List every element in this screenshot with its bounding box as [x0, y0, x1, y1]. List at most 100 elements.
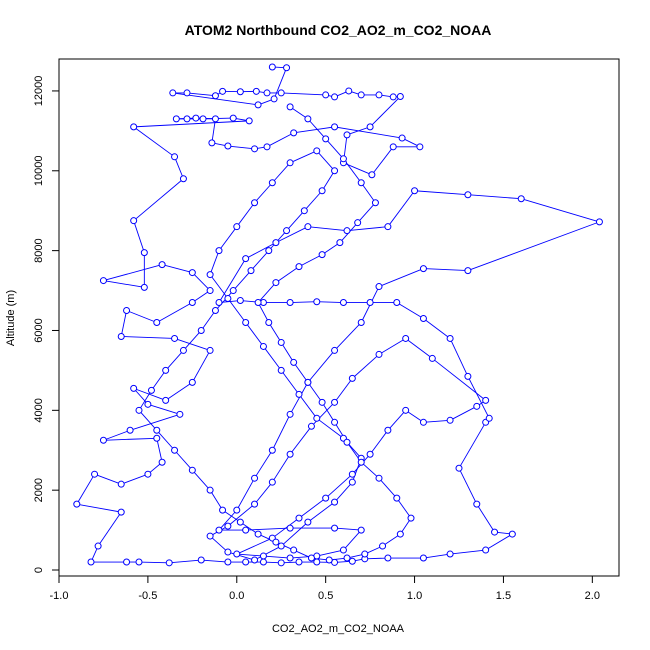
data-point: [130, 123, 138, 131]
series-segment: [191, 350, 211, 383]
data-point: [268, 179, 276, 187]
data-point: [188, 269, 196, 277]
data-point: [313, 147, 321, 155]
series-segment: [450, 549, 486, 555]
series-segment: [133, 220, 145, 253]
series-segment: [271, 162, 291, 184]
data-point: [464, 191, 472, 199]
series-segment: [272, 517, 300, 539]
series-segment: [147, 403, 181, 415]
data-point: [206, 271, 214, 279]
data-point: [140, 249, 148, 257]
data-point: [313, 414, 321, 422]
series-segment: [236, 537, 273, 555]
data-point: [343, 438, 351, 446]
data-point: [277, 559, 285, 567]
data-point: [455, 464, 463, 472]
x-tick-label: -1.0: [50, 590, 69, 602]
data-point: [402, 334, 410, 342]
series-segment: [290, 301, 317, 303]
data-point: [389, 143, 397, 151]
data-point: [482, 396, 490, 404]
data-point: [366, 123, 374, 131]
series-segment: [263, 346, 282, 371]
data-point: [379, 542, 387, 550]
series-segment: [227, 551, 255, 561]
data-point: [295, 263, 303, 271]
data-point: [322, 494, 330, 502]
series-segment: [245, 322, 264, 347]
data-point: [304, 518, 312, 526]
data-point: [331, 498, 339, 506]
data-point: [277, 89, 285, 97]
data-point: [252, 87, 260, 95]
series-segment: [423, 419, 451, 423]
x-tick-label: 1.5: [496, 590, 511, 602]
series-segment: [289, 426, 312, 455]
data-point: [268, 478, 276, 486]
data-point: [331, 398, 339, 406]
data-point: [419, 265, 427, 273]
data-point: [158, 261, 166, 269]
data-point: [263, 89, 271, 97]
series-segment: [222, 509, 241, 523]
series-segment: [281, 92, 326, 96]
series-segment: [343, 529, 362, 551]
data-point: [188, 466, 196, 474]
data-point: [446, 416, 454, 424]
series-segment: [307, 118, 327, 140]
series-segment: [449, 405, 477, 421]
series-segment: [387, 190, 415, 227]
data-point: [215, 247, 223, 255]
series-segment: [138, 390, 152, 411]
data-points: [73, 63, 603, 567]
y-tick-label: 2000: [33, 478, 45, 502]
series-segment: [467, 194, 522, 200]
data-point: [322, 91, 330, 99]
data-point: [348, 470, 356, 478]
data-point: [259, 558, 267, 566]
data-point: [229, 114, 237, 122]
data-point: [318, 251, 326, 259]
series-segment: [103, 429, 131, 441]
series-segment: [192, 290, 211, 303]
data-point: [259, 342, 267, 350]
series-segment: [280, 342, 295, 363]
data-point: [265, 247, 273, 255]
data-point: [117, 508, 125, 516]
data-point: [473, 402, 481, 410]
series-segment: [316, 301, 344, 303]
data-point: [144, 470, 152, 478]
data-point: [242, 558, 250, 566]
series-segment: [245, 242, 277, 260]
data-point: [126, 426, 134, 434]
data-point: [286, 410, 294, 418]
data-point: [171, 446, 179, 454]
data-point: [87, 558, 95, 566]
data-point: [224, 142, 232, 150]
data-point: [277, 366, 285, 374]
data-point: [208, 139, 216, 147]
data-point: [416, 143, 424, 151]
series-segment: [151, 370, 167, 391]
data-point: [318, 398, 326, 406]
y-axis-label: Altitude (m): [5, 290, 17, 346]
series-segment: [307, 350, 335, 383]
data-point: [171, 334, 179, 342]
series-segment: [485, 533, 513, 551]
data-point: [343, 554, 351, 562]
series-segment: [240, 521, 259, 535]
series-segment: [467, 376, 490, 419]
data-point: [272, 538, 280, 546]
data-point: [375, 350, 383, 358]
data-point: [94, 542, 102, 550]
series-segment: [201, 559, 228, 563]
data-point: [179, 175, 187, 183]
data-point: [162, 366, 170, 374]
data-point: [339, 299, 347, 307]
series-segment: [257, 302, 270, 323]
series-segment: [346, 226, 388, 232]
data-point: [245, 117, 253, 125]
data-point: [304, 223, 312, 231]
